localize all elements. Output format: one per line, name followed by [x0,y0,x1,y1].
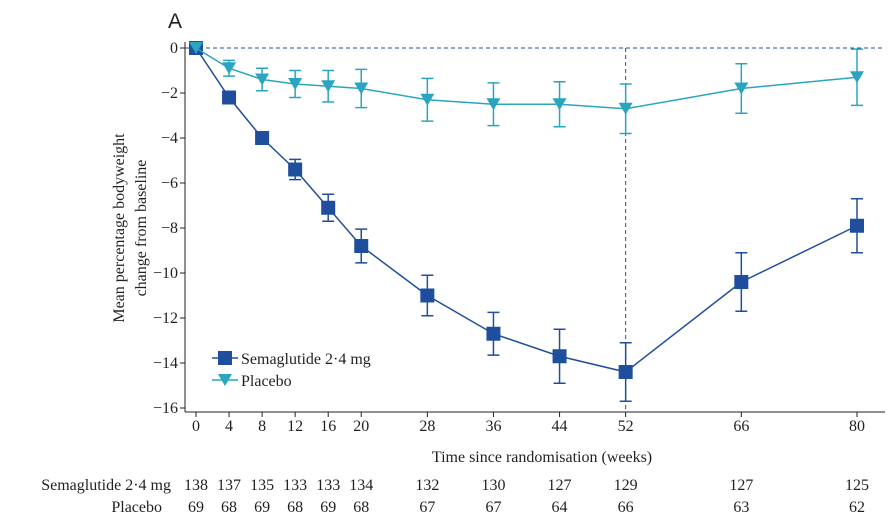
risk-table: Semaglutide 2·4 mg Placebo 138 137 135 133 1… [41,477,869,516]
data-point-placebo [486,98,501,111]
y-tick-label: −4 [161,130,178,147]
data-point-semaglutide [321,200,336,215]
risk-value-placebo: 62 [849,499,865,516]
legend-label-semaglutide: Semaglutide 2·4 mg [241,351,371,368]
y-tick-label: −12 [153,310,178,327]
legend-marker-placebo [218,374,232,386]
x-ticks: 0 4 8 12 16 20 28 36 44 52 66 80 [192,412,865,435]
y-tick-label: −10 [153,265,178,282]
risk-row-label-semaglutide: Semaglutide 2·4 mg [41,477,171,494]
data-point-placebo [288,78,303,90]
x-tick-label: 36 [485,418,501,435]
y-tick-label: 0 [170,40,178,57]
risk-value-placebo: 68 [221,499,237,516]
risk-value-placebo: 69 [254,499,270,516]
data-point-placebo [255,73,270,86]
risk-value-semaglutide: 133 [283,477,307,494]
axes [184,42,885,413]
y-tick-label: −14 [153,355,178,372]
data-point-placebo [189,42,203,54]
legend: Semaglutide 2·4 mg Placebo [212,351,371,390]
x-tick-label: 20 [353,418,369,435]
data-point-placebo [850,71,864,84]
data-point-placebo [552,98,567,111]
risk-value-semaglutide: 125 [845,477,869,494]
data-point-semaglutide [222,90,237,105]
series-placebo [189,42,864,135]
risk-row-label-placebo: Placebo [111,499,162,516]
risk-value-placebo: 66 [618,499,634,516]
x-tick-label: 52 [618,418,634,435]
risk-value-placebo: 67 [485,499,501,516]
data-point-semaglutide [552,349,567,364]
risk-value-semaglutide: 129 [614,477,638,494]
data-point-semaglutide [618,365,633,379]
y-tick-label: −16 [153,400,178,417]
risk-value-placebo: 69 [320,499,336,516]
risk-value-placebo: 64 [552,499,568,516]
x-axis-title: Time since randomisation (weeks) [432,449,652,466]
series-line-placebo [195,47,858,110]
legend-label-placebo: Placebo [241,373,292,390]
x-tick-label: 80 [849,418,865,435]
risk-value-semaglutide: 137 [217,477,241,494]
data-point-semaglutide [850,218,864,233]
y-axis-title-line-2: change from baseline [133,160,150,297]
risk-value-semaglutide: 134 [349,477,373,494]
x-tick-label: 12 [287,418,303,435]
x-tick-label: 4 [225,418,233,435]
y-axis-title-line-1: Mean percentage bodyweight [111,133,128,323]
x-tick-label: 44 [552,418,568,435]
risk-value-semaglutide: 135 [250,477,274,494]
x-tick-label: 0 [192,418,200,435]
risk-value-semaglutide: 127 [729,477,753,494]
data-point-placebo [354,82,369,95]
risk-value-semaglutide: 133 [316,477,340,494]
y-tick-label: −2 [161,85,178,102]
data-point-semaglutide [734,275,749,289]
risk-value-placebo: 67 [419,499,435,516]
risk-value-semaglutide: 130 [481,477,505,494]
data-point-semaglutide [420,288,435,303]
risk-value-semaglutide: 138 [184,477,208,494]
data-point-semaglutide [288,162,303,177]
data-point-placebo [618,102,633,115]
risk-value-semaglutide: 132 [415,477,439,494]
x-tick-label: 16 [320,418,336,435]
y-tick-label: −8 [161,220,178,237]
risk-value-placebo: 69 [188,499,204,516]
data-point-semaglutide [354,239,369,253]
x-tick-label: 66 [733,418,749,435]
data-point-placebo [420,93,435,106]
risk-value-placebo: 68 [287,499,303,516]
x-tick-label: 8 [258,418,266,435]
y-ticks: 0 −2 −4 −6 −8 −10 −12 −14 −16 [153,40,185,417]
data-point-placebo [222,62,237,75]
risk-value-semaglutide: 127 [548,477,572,494]
data-point-placebo [734,82,749,95]
series-layer [189,41,864,402]
legend-marker-semaglutide [218,351,232,365]
y-axis-title: Mean percentage bodyweight change from b… [111,133,150,323]
legend-item-semaglutide: Semaglutide 2·4 mg [212,351,371,368]
panel-label: A [168,10,182,33]
risk-values: 138 137 135 133 133 134 132 130 127 129 127 125 69 68… [184,477,869,516]
x-tick-label: 28 [419,418,435,435]
risk-value-placebo: 68 [353,499,369,516]
series-semaglutide [189,41,864,402]
data-point-semaglutide [255,131,270,145]
legend-item-placebo: Placebo [212,373,292,390]
risk-value-placebo: 63 [733,499,749,516]
y-tick-label: −6 [161,175,178,192]
data-point-semaglutide [486,326,501,341]
data-point-placebo [321,80,336,93]
